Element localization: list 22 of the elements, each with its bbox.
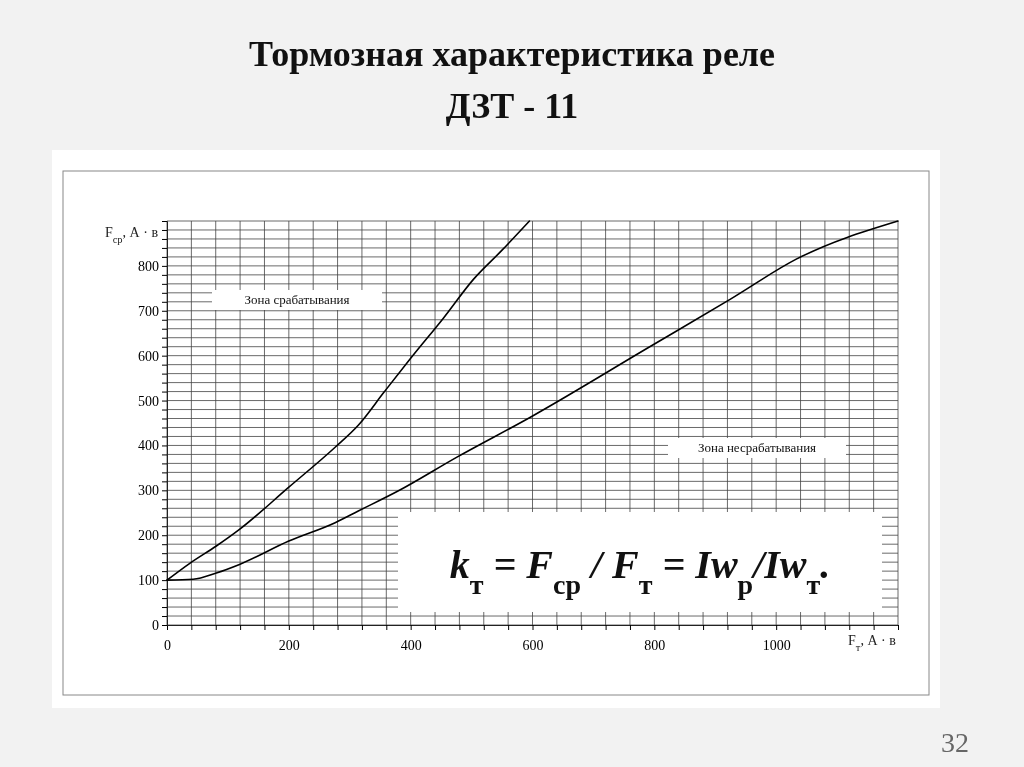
- annotation: Зона несрабатывания: [697, 440, 817, 455]
- y-tick-label: 500: [138, 393, 159, 409]
- y-tick-label: 600: [138, 348, 159, 364]
- x-tick-label: 400: [400, 637, 422, 653]
- y-tick-label: 200: [138, 528, 159, 544]
- y-axis-title: F$_{ср}$, А · в: [104, 225, 159, 245]
- x-axis-title: F$_{т}$, А · в: [848, 633, 897, 653]
- annotation: Зона срабатывания: [244, 292, 350, 307]
- x-tick-label: 0: [164, 637, 171, 653]
- text: k$_{т}$ = F$_{ср}$ / F$_{т}$ = Iw$_{р}$/Iw$_{т}$.: [449, 542, 831, 600]
- text: 32: [941, 727, 969, 758]
- x-tick-label: 200: [278, 637, 300, 653]
- y-tick-label: 700: [138, 303, 159, 319]
- x-tick-label: 600: [522, 637, 544, 653]
- y-tick-label: 300: [138, 483, 159, 499]
- y-tick-label: 400: [138, 438, 159, 454]
- chart-title: Тормозная характеристика реле ДЗТ - 11: [248, 34, 776, 126]
- y-tick-label: 800: [138, 258, 159, 274]
- y-tick-label: 0: [152, 617, 159, 633]
- y-tick-label: 100: [138, 573, 159, 589]
- x-tick-label: 800: [644, 637, 666, 653]
- x-tick-label: 1000: [762, 637, 791, 653]
